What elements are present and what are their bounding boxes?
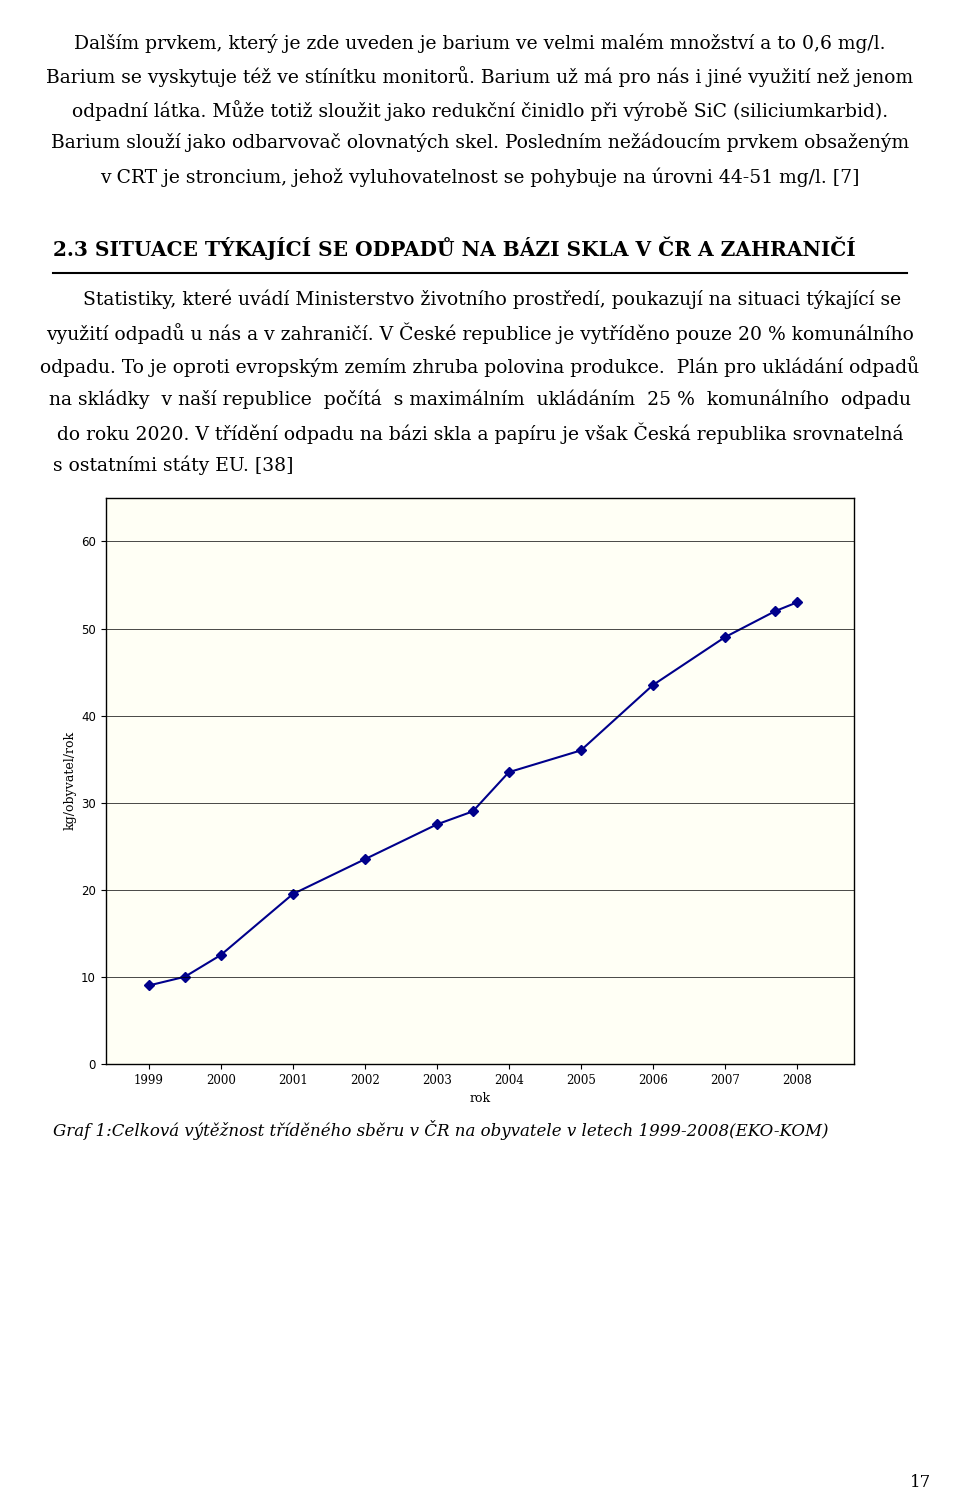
- Text: Barium slouží jako odbarvovač olovnatých skel. Posledním nežádoucím prvkem obsaž: Barium slouží jako odbarvovač olovnatých…: [51, 133, 909, 152]
- Text: Dalším prvkem, který je zde uveden je barium ve velmi malém množství a to 0,6 mg: Dalším prvkem, který je zde uveden je ba…: [74, 33, 886, 53]
- Text: odpadní látka. Může totiž sloužit jako redukční činidlo při výrobě SiC (silicium: odpadní látka. Může totiž sloužit jako r…: [72, 100, 888, 121]
- Text: využití odpadů u nás a v zahraničí. V České republice je vytříděno pouze 20 % ko: využití odpadů u nás a v zahraničí. V Če…: [46, 323, 914, 344]
- Text: v CRT je stroncium, jehož vyluhovatelnost se pohybuje na úrovni 44-51 mg/l. [7]: v CRT je stroncium, jehož vyluhovatelnos…: [100, 167, 860, 187]
- Text: 2.3 SITUACE TÝKAJÍCÍ SE ODPADŮ NA BÁZI SKLA V ČR A ZAHRANIČÍ: 2.3 SITUACE TÝKAJÍCÍ SE ODPADŮ NA BÁZI S…: [53, 237, 855, 261]
- Text: Graf 1:Celková výtěžnost tříděného sběru v ČR na obyvatele v letech 1999-2008(EK: Graf 1:Celková výtěžnost tříděného sběru…: [53, 1120, 828, 1139]
- X-axis label: rok: rok: [469, 1093, 491, 1105]
- Text: na skládky  v naší republice  počítá  s maximálním  ukládáním  25 %  komunálního: na skládky v naší republice počítá s max…: [49, 389, 911, 409]
- Text: s ostatními státy EU. [38]: s ostatními státy EU. [38]: [53, 456, 294, 475]
- Y-axis label: kg/obyvatel/rok: kg/obyvatel/rok: [63, 732, 77, 830]
- Text: Barium se vyskytuje též ve stínítku monitorů. Barium už má pro nás i jiné využit: Barium se vyskytuje též ve stínítku moni…: [46, 66, 914, 88]
- Text: Statistiky, které uvádí Ministerstvo životního prostředí, poukazují na situaci t: Statistiky, které uvádí Ministerstvo živ…: [59, 290, 901, 309]
- Text: 17: 17: [910, 1474, 931, 1491]
- Text: odpadu. To je oproti evropským zemím zhruba polovina produkce.  Plán pro ukládán: odpadu. To je oproti evropským zemím zhr…: [40, 356, 920, 377]
- Text: do roku 2020. V třídění odpadu na bázi skla a papíru je však Česká republika sro: do roku 2020. V třídění odpadu na bázi s…: [57, 423, 903, 444]
